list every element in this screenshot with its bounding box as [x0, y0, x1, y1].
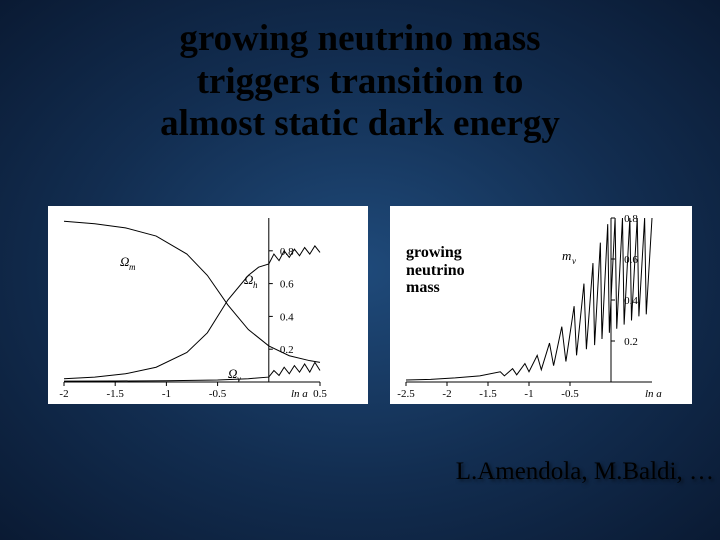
- svg-text:0.8: 0.8: [280, 246, 294, 258]
- svg-text:ln a: ln a: [645, 388, 662, 400]
- chart-omega-evolution: -2-1.5-1-0.50.50.20.40.60.8ln aΩmΩhΩν: [48, 206, 368, 404]
- svg-text:h: h: [253, 280, 258, 290]
- svg-text:ν: ν: [237, 374, 241, 384]
- chart2-svg: -2.5-2-1.5-1-0.50.20.40.60.8ln amν: [390, 206, 692, 404]
- svg-text:-1: -1: [162, 388, 171, 400]
- title-line3: almost static dark energy: [160, 103, 560, 144]
- citation: L.Amendola, M.Baldi, …: [456, 458, 714, 486]
- svg-text:Ω: Ω: [244, 272, 253, 287]
- svg-text:m: m: [562, 248, 571, 263]
- svg-text:ln a: ln a: [291, 388, 308, 400]
- title-line1: growing neutrino mass: [179, 18, 540, 59]
- svg-text:0.6: 0.6: [624, 254, 638, 266]
- svg-text:-0.5: -0.5: [561, 388, 579, 400]
- svg-text:-1.5: -1.5: [106, 388, 124, 400]
- svg-text:-2.5: -2.5: [397, 388, 415, 400]
- svg-text:Ω: Ω: [120, 254, 129, 269]
- svg-text:-2: -2: [59, 388, 68, 400]
- svg-text:0.2: 0.2: [624, 336, 638, 348]
- svg-text:m: m: [129, 262, 136, 272]
- svg-text:-2: -2: [442, 388, 451, 400]
- annot-line2: neutrino: [406, 262, 465, 279]
- chart2-annotation: growing neutrino mass: [406, 244, 465, 297]
- svg-text:0.6: 0.6: [280, 279, 294, 291]
- svg-text:-0.5: -0.5: [209, 388, 227, 400]
- chart-neutrino-mass: -2.5-2-1.5-1-0.50.20.40.60.8ln amν: [390, 206, 692, 404]
- svg-text:0.5: 0.5: [313, 388, 327, 400]
- svg-text:0.8: 0.8: [624, 213, 638, 225]
- svg-text:ν: ν: [572, 256, 576, 266]
- annot-line3: mass: [406, 279, 440, 296]
- svg-text:Ω: Ω: [228, 366, 237, 381]
- svg-text:0.4: 0.4: [280, 311, 294, 323]
- svg-text:-1.5: -1.5: [479, 388, 497, 400]
- title-line2: triggers transition to: [197, 61, 524, 102]
- chart1-svg: -2-1.5-1-0.50.50.20.40.60.8ln aΩmΩhΩν: [48, 206, 368, 404]
- svg-text:-1: -1: [524, 388, 533, 400]
- slide-title: growing neutrino mass triggers transitio…: [90, 18, 630, 146]
- annot-line1: growing: [406, 244, 462, 261]
